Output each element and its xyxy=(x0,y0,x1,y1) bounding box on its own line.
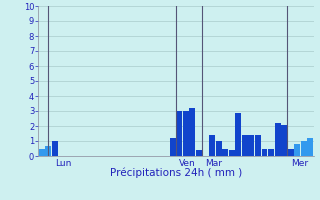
Bar xyxy=(222,148,228,156)
X-axis label: Précipitations 24h ( mm ): Précipitations 24h ( mm ) xyxy=(110,167,242,178)
Text: Mer: Mer xyxy=(291,159,308,168)
Bar xyxy=(275,123,281,156)
Bar xyxy=(294,144,300,156)
Text: Mar: Mar xyxy=(205,159,222,168)
Bar xyxy=(261,148,268,156)
Bar xyxy=(288,148,294,156)
Text: Lun: Lun xyxy=(55,159,71,168)
Bar xyxy=(255,135,261,156)
Bar xyxy=(229,150,235,156)
Bar xyxy=(45,146,51,156)
Bar xyxy=(248,135,254,156)
Bar xyxy=(235,112,241,156)
Bar xyxy=(196,150,202,156)
Bar xyxy=(301,141,307,156)
Bar xyxy=(189,108,195,156)
Bar xyxy=(170,138,176,156)
Bar xyxy=(176,111,182,156)
Bar xyxy=(308,138,313,156)
Bar xyxy=(268,148,274,156)
Bar xyxy=(216,141,221,156)
Bar xyxy=(39,148,44,156)
Bar xyxy=(242,135,248,156)
Bar xyxy=(52,141,58,156)
Bar xyxy=(281,124,287,156)
Text: Ven: Ven xyxy=(179,159,196,168)
Bar xyxy=(209,135,215,156)
Bar xyxy=(183,111,189,156)
